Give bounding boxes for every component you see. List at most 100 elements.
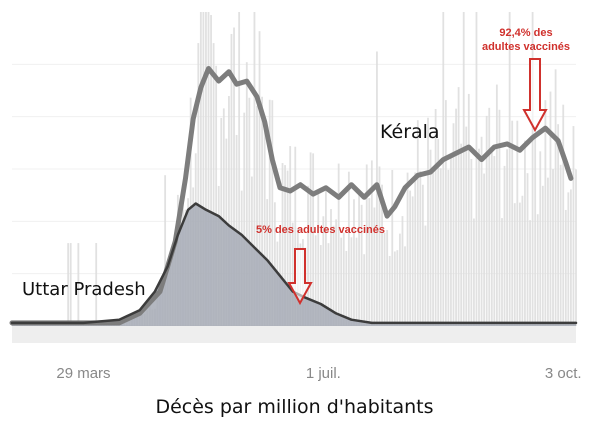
- daily-bar: [347, 171, 350, 326]
- daily-bar: [263, 127, 266, 326]
- daily-bar: [268, 99, 271, 326]
- daily-bar: [406, 172, 409, 326]
- daily-bar: [286, 170, 289, 326]
- daily-bar: [365, 164, 368, 326]
- daily-bar: [202, 12, 205, 326]
- daily-bar: [539, 151, 542, 326]
- daily-bar: [409, 190, 412, 326]
- daily-bar: [281, 163, 284, 326]
- daily-bar: [541, 185, 544, 326]
- daily-bar: [421, 184, 424, 326]
- daily-bar: [312, 153, 315, 326]
- daily-bar: [284, 165, 286, 326]
- daily-bar: [363, 254, 366, 326]
- daily-bar: [404, 246, 406, 326]
- daily-bar: [370, 160, 373, 326]
- chart-caption: Décès par million d'habitants: [155, 396, 434, 418]
- daily-bar: [243, 112, 246, 326]
- series-label: Kérala: [380, 121, 440, 143]
- daily-bar: [332, 225, 335, 326]
- daily-bar: [439, 168, 442, 326]
- daily-bar: [457, 87, 460, 326]
- daily-bar: [164, 175, 167, 326]
- daily-bar: [399, 233, 401, 326]
- daily-bar: [319, 245, 322, 326]
- daily-bar: [465, 126, 468, 326]
- daily-bar: [215, 65, 218, 327]
- daily-bar: [314, 235, 317, 326]
- daily-bar: [228, 96, 230, 326]
- daily-bar: [536, 214, 539, 326]
- daily-bar: [549, 91, 552, 326]
- annotation-note: 92,4% des adultes vaccinés: [482, 27, 570, 53]
- daily-bar: [488, 107, 491, 326]
- daily-bar: [258, 31, 261, 327]
- daily-bar: [289, 146, 292, 326]
- daily-bar: [358, 194, 360, 326]
- daily-bar: [197, 43, 200, 326]
- daily-bar: [291, 222, 294, 326]
- daily-bar: [393, 251, 396, 326]
- daily-bar: [383, 232, 386, 326]
- daily-bar: [210, 15, 212, 326]
- daily-bar: [534, 133, 537, 326]
- x-tick-label: 1 juil.: [306, 365, 341, 382]
- daily-bar: [416, 120, 419, 327]
- daily-bar: [386, 230, 389, 326]
- daily-bar: [511, 120, 514, 326]
- x-tick-label: 3 oct.: [545, 365, 582, 382]
- daily-bar: [442, 12, 445, 326]
- daily-bar: [480, 136, 483, 326]
- line-kérala: [9, 66, 574, 326]
- daily-bar: [564, 209, 567, 326]
- daily-bar: [360, 204, 363, 326]
- daily-bar: [207, 12, 210, 326]
- daily-bar: [307, 185, 309, 326]
- daily-bar: [506, 149, 508, 326]
- daily-bar: [572, 126, 575, 326]
- daily-bar: [467, 93, 470, 326]
- daily-bar: [493, 156, 496, 326]
- daily-bar: [450, 156, 452, 326]
- daily-bar: [501, 218, 503, 326]
- daily-bar: [427, 117, 429, 326]
- daily-bar: [516, 120, 519, 326]
- daily-bar: [569, 189, 572, 326]
- daily-bar: [256, 105, 258, 326]
- daily-bar: [327, 243, 330, 326]
- daily-bar: [444, 100, 447, 326]
- daily-bar: [69, 243, 72, 326]
- daily-bar: [355, 237, 358, 326]
- daily-bar: [478, 148, 480, 326]
- daily-bar: [245, 62, 248, 327]
- daily-bar: [381, 184, 383, 326]
- daily-bar: [77, 243, 80, 326]
- daily-bar: [575, 169, 577, 326]
- daily-bar: [475, 12, 478, 326]
- line-uttar-pradesh: [10, 202, 578, 325]
- axis-band: [12, 325, 576, 343]
- daily-bar: [253, 12, 256, 326]
- daily-bar: [503, 165, 506, 326]
- daily-bar: [460, 143, 463, 326]
- daily-bar: [462, 12, 465, 326]
- daily-bar: [330, 209, 332, 326]
- daily-bar: [271, 100, 274, 327]
- daily-bar: [490, 149, 493, 326]
- daily-bar: [309, 152, 312, 326]
- daily-bar: [447, 169, 450, 326]
- daily-bar: [414, 172, 417, 326]
- daily-bar: [261, 96, 263, 327]
- daily-bar: [322, 216, 325, 326]
- daily-bar: [452, 123, 455, 326]
- daily-bar: [531, 12, 534, 326]
- annotation-note: 5% des adultes vaccinés: [256, 224, 385, 236]
- daily-bar: [273, 202, 276, 326]
- daily-bar: [378, 166, 381, 326]
- daily-bar: [485, 115, 488, 327]
- daily-bar: [294, 146, 297, 326]
- daily-bar: [199, 12, 202, 326]
- daily-bar: [342, 232, 345, 326]
- daily-bar: [230, 33, 233, 327]
- daily-bar: [473, 218, 475, 326]
